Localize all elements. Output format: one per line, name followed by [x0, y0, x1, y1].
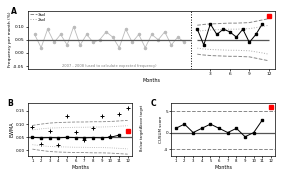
- Y-axis label: CUSUM score: CUSUM score: [158, 116, 163, 143]
- X-axis label: Months: Months: [71, 165, 89, 170]
- Text: Above target: Above target: [140, 105, 144, 128]
- Y-axis label: Frequency per month (%): Frequency per month (%): [8, 12, 12, 67]
- Text: B: B: [7, 99, 13, 108]
- Y-axis label: EWMA: EWMA: [9, 122, 14, 137]
- X-axis label: Months: Months: [214, 165, 232, 170]
- X-axis label: Months: Months: [143, 78, 161, 83]
- Text: 2007 - 2008 (used to calculate expected frequency): 2007 - 2008 (used to calculate expected …: [62, 64, 157, 68]
- Legend: 3sd, 2sd: 3sd, 2sd: [29, 12, 47, 23]
- Text: C: C: [151, 99, 156, 108]
- Text: Below target: Below target: [140, 129, 144, 151]
- Text: A: A: [11, 7, 17, 16]
